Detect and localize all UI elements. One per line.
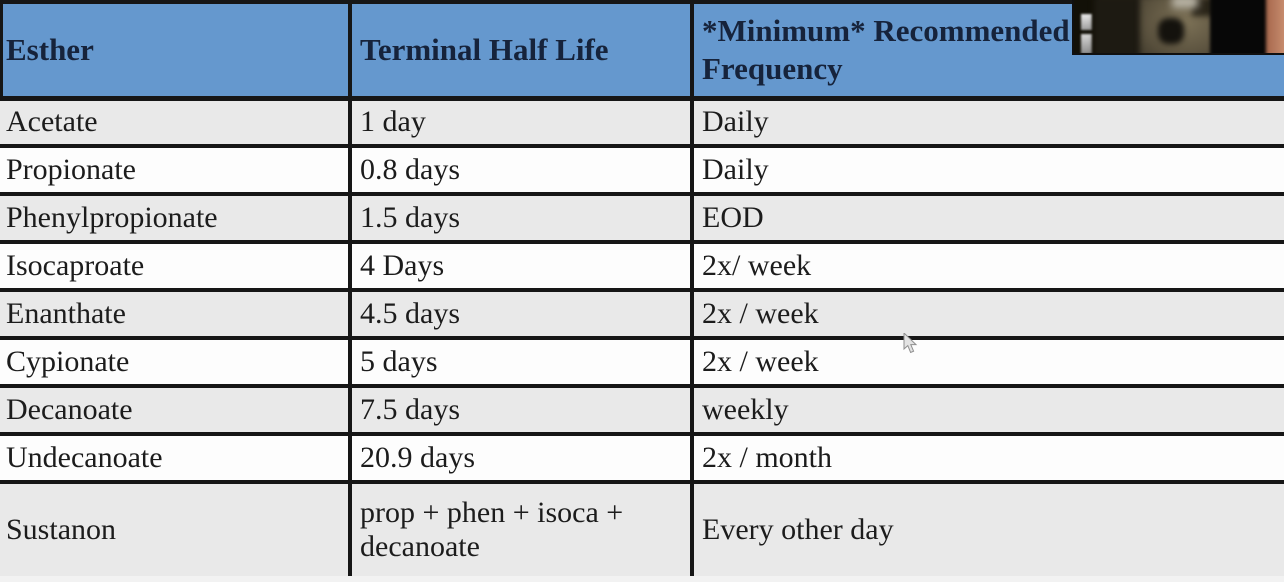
ester-cell: Undecanoate xyxy=(0,432,352,484)
frequency-cell: Every other day xyxy=(690,480,1284,580)
webcam-person-arm xyxy=(1266,0,1284,53)
table-row: Sustanon prop + phen + isoca + decanoate… xyxy=(0,480,1284,580)
slide-bottom-margin xyxy=(0,576,1284,582)
table-row: Decanoate 7.5 days weekly xyxy=(0,384,1284,436)
header-half-life: Terminal Half Life xyxy=(348,0,694,101)
frequency-cell: EOD xyxy=(690,192,1284,244)
half-life-cell: 1.5 days xyxy=(348,192,694,244)
frequency-cell: 2x/ week xyxy=(690,240,1284,292)
frequency-cell: 2x / week xyxy=(690,336,1284,388)
ester-cell: Cypionate xyxy=(0,336,352,388)
half-life-cell: 4 Days xyxy=(348,240,694,292)
table-row: Propionate 0.8 days Daily xyxy=(0,144,1284,196)
ester-cell: Acetate xyxy=(0,96,352,148)
table-row: Undecanoate 20.9 days 2x / month xyxy=(0,432,1284,484)
frequency-cell: weekly xyxy=(690,384,1284,436)
ester-cell: Isocaproate xyxy=(0,240,352,292)
header-ester: Esther xyxy=(0,0,352,101)
frequency-cell: Daily xyxy=(690,144,1284,196)
ester-cell: Enanthate xyxy=(0,288,352,340)
ester-cell: Sustanon xyxy=(0,480,352,580)
webcam-background-light xyxy=(1172,0,1198,8)
half-life-cell: 5 days xyxy=(348,336,694,388)
header-frequency-label: *Minimum* Recommended Frequency xyxy=(702,12,1070,86)
half-life-cell: 1 day xyxy=(348,96,694,148)
table-row: Isocaproate 4 Days 2x/ week xyxy=(0,240,1284,292)
mouse-cursor-icon xyxy=(903,331,919,360)
ester-cell: Propionate xyxy=(0,144,352,196)
half-life-cell: 20.9 days xyxy=(348,432,694,484)
webcam-equipment-highlight xyxy=(1081,14,1092,30)
half-life-cell: 0.8 days xyxy=(348,144,694,196)
half-life-cell: 7.5 days xyxy=(348,384,694,436)
table-row: Enanthate 4.5 days 2x / week xyxy=(0,288,1284,340)
ester-cell: Phenylpropionate xyxy=(0,192,352,244)
webcam-background-object xyxy=(1158,18,1184,44)
half-life-cell: prop + phen + isoca + decanoate xyxy=(348,480,694,580)
ester-cell: Decanoate xyxy=(0,384,352,436)
table-row: Acetate 1 day Daily xyxy=(0,96,1284,148)
table-row: Cypionate 5 days 2x / week xyxy=(0,336,1284,388)
table-row: Phenylpropionate 1.5 days EOD xyxy=(0,192,1284,244)
frequency-cell: Daily xyxy=(690,96,1284,148)
webcam-overlay xyxy=(1072,0,1284,55)
webcam-person xyxy=(1210,0,1272,53)
frequency-cell: 2x / month xyxy=(690,432,1284,484)
half-life-cell: 4.5 days xyxy=(348,288,694,340)
webcam-equipment-highlight xyxy=(1081,34,1092,53)
table-left-border-fragment xyxy=(0,0,3,98)
frequency-cell: 2x / week xyxy=(690,288,1284,340)
